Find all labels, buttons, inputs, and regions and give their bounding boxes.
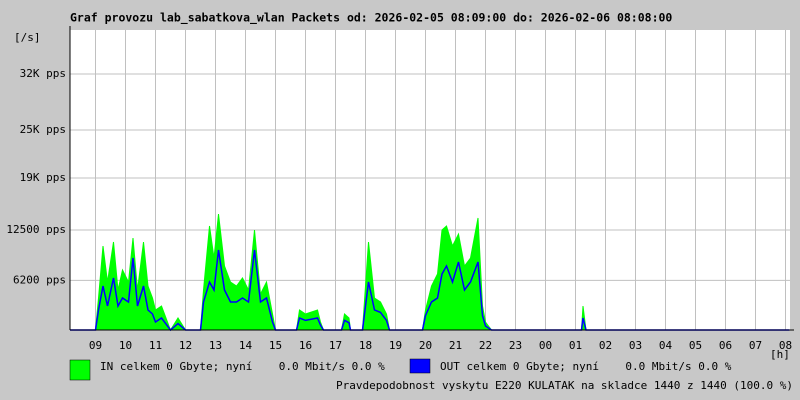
x-tick-label: 18 — [359, 339, 372, 352]
chart-title: Graf provozu lab_sabatkova_wlan Packets … — [70, 11, 672, 26]
x-tick-label: 21 — [449, 339, 462, 352]
footer: Pravdepodobnost vyskytu E220 KULATAK na … — [336, 379, 793, 392]
x-tick-label: 19 — [389, 339, 402, 352]
y-tick-label: 12500 pps — [6, 223, 66, 236]
legend-label: IN celkem 0 Gbyte; nyní 0.0 Mbit/s 0.0 % — [100, 360, 385, 373]
x-tick-label: 17 — [329, 339, 342, 352]
y-unit: [/s] — [14, 31, 41, 44]
x-tick-label: 20 — [419, 339, 432, 352]
x-tick-label: 05 — [689, 339, 702, 352]
x-tick-label: 02 — [599, 339, 612, 352]
x-tick-label: 04 — [659, 339, 673, 352]
x-tick-label: 07 — [749, 339, 762, 352]
y-tick-label: 25K pps — [20, 123, 66, 136]
x-tick-label: 11 — [149, 339, 162, 352]
x-tick-label: 00 — [539, 339, 552, 352]
x-tick-label: 06 — [719, 339, 732, 352]
x-tick-label: 22 — [479, 339, 492, 352]
x-tick-label: 13 — [209, 339, 222, 352]
legend-swatch — [409, 358, 431, 374]
y-tick-label: 6200 pps — [13, 273, 66, 286]
plot-area — [70, 30, 790, 330]
x-tick-label: 14 — [239, 339, 253, 352]
x-tick-label: 01 — [569, 339, 582, 352]
y-tick-label: 19K pps — [20, 171, 66, 184]
x-unit: [h] — [770, 348, 790, 361]
x-tick-label: 03 — [629, 339, 642, 352]
x-tick-label: 23 — [509, 339, 522, 352]
x-tick-label: 10 — [119, 339, 132, 352]
legend-label: OUT celkem 0 Gbyte; nyní 0.0 Mbit/s 0.0 … — [440, 360, 732, 373]
x-tick-label: 12 — [179, 339, 192, 352]
x-tick-label: 08 — [779, 339, 792, 352]
x-tick-label: 16 — [299, 339, 312, 352]
legend-swatch — [69, 359, 91, 381]
x-tick-label: 09 — [89, 339, 102, 352]
x-tick-label: 15 — [269, 339, 282, 352]
y-tick-label: 32K pps — [20, 67, 66, 80]
